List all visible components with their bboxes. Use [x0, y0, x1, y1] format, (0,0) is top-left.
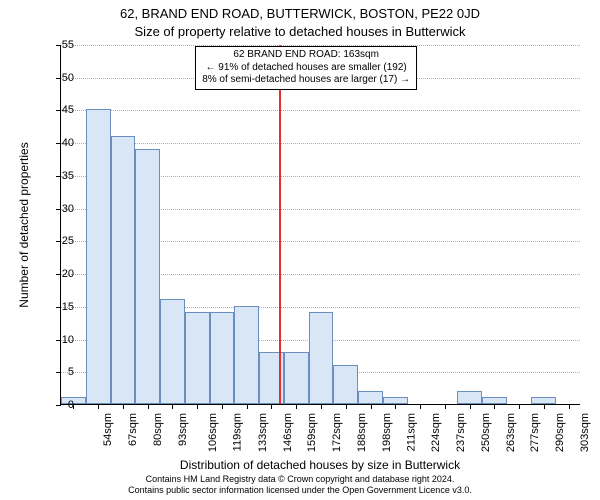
xtick-mark [494, 404, 495, 409]
xtick-mark [371, 404, 372, 409]
histogram-bar [111, 136, 136, 404]
xtick-label: 237sqm [455, 413, 467, 452]
xtick-label: 224sqm [430, 413, 442, 452]
histogram-bar [457, 391, 482, 404]
xtick-mark [222, 404, 223, 409]
ytick-label: 0 [44, 399, 74, 411]
xtick-label: 119sqm [232, 413, 244, 451]
xtick-label: 67sqm [127, 413, 139, 446]
histogram-plot-area [60, 45, 580, 405]
ytick-label: 15 [44, 301, 74, 313]
annotation-box: 62 BRAND END ROAD: 163sqm← 91% of detach… [195, 46, 417, 90]
reference-line [279, 45, 281, 404]
histogram-bar [284, 352, 309, 404]
page-title-line2: Size of property relative to detached ho… [0, 24, 600, 39]
xtick-label: 290sqm [554, 413, 566, 452]
xtick-label: 211sqm [405, 413, 417, 451]
ytick-label: 50 [44, 72, 74, 84]
xtick-mark [98, 404, 99, 409]
footer-attribution: Contains HM Land Registry data © Crown c… [0, 474, 600, 496]
histogram-bar [358, 391, 383, 404]
xtick-mark [445, 404, 446, 409]
ytick-label: 5 [44, 366, 74, 378]
ytick-label: 40 [44, 137, 74, 149]
xtick-mark [123, 404, 124, 409]
grid-line [61, 110, 580, 111]
xtick-mark [519, 404, 520, 409]
histogram-bar [86, 109, 111, 404]
xtick-mark [420, 404, 421, 409]
page-title-line1: 62, BRAND END ROAD, BUTTERWICK, BOSTON, … [0, 6, 600, 21]
xtick-label: 263sqm [505, 413, 517, 452]
xtick-mark [148, 404, 149, 409]
xtick-label: 80sqm [152, 413, 164, 446]
annotation-line: 62 BRAND END ROAD: 163sqm [202, 49, 410, 62]
xtick-mark [247, 404, 248, 409]
footer-line1: Contains HM Land Registry data © Crown c… [0, 474, 600, 485]
ytick-label: 10 [44, 334, 74, 346]
grid-line [61, 143, 580, 144]
y-axis-label: Number of detached properties [17, 142, 31, 307]
ytick-label: 25 [44, 235, 74, 247]
ytick-label: 35 [44, 170, 74, 182]
xtick-mark [544, 404, 545, 409]
histogram-bar [333, 365, 358, 404]
xtick-label: 54sqm [102, 413, 114, 446]
footer-line2: Contains public sector information licen… [0, 485, 600, 496]
xtick-mark [271, 404, 272, 409]
xtick-label: 106sqm [208, 413, 220, 452]
xtick-mark [395, 404, 396, 409]
xtick-mark [569, 404, 570, 409]
histogram-bar [309, 312, 334, 404]
annotation-line: ← 91% of detached houses are smaller (19… [202, 62, 410, 75]
xtick-label: 159sqm [307, 413, 319, 452]
xtick-label: 93sqm [177, 413, 189, 446]
xtick-mark [197, 404, 198, 409]
histogram-bar [135, 149, 160, 404]
histogram-bar [160, 299, 185, 404]
xtick-mark [296, 404, 297, 409]
annotation-line: 8% of semi-detached houses are larger (1… [202, 74, 410, 87]
ytick-label: 30 [44, 203, 74, 215]
ytick-label: 20 [44, 268, 74, 280]
ytick-label: 45 [44, 104, 74, 116]
y-axis-label-container: Number of detached properties [18, 45, 30, 405]
xtick-mark [172, 404, 173, 409]
x-axis-label: Distribution of detached houses by size … [60, 458, 580, 472]
xtick-label: 172sqm [331, 413, 343, 452]
histogram-bar [210, 312, 235, 404]
xtick-label: 277sqm [529, 413, 541, 452]
xtick-label: 133sqm [257, 413, 269, 452]
xtick-mark [470, 404, 471, 409]
xtick-mark [321, 404, 322, 409]
xtick-label: 188sqm [356, 413, 368, 452]
xtick-label: 250sqm [480, 413, 492, 452]
xtick-label: 146sqm [282, 413, 294, 452]
xtick-mark [346, 404, 347, 409]
histogram-bar [185, 312, 210, 404]
xtick-label: 198sqm [381, 413, 393, 452]
histogram-bar [234, 306, 259, 404]
ytick-label: 55 [44, 39, 74, 51]
xtick-label: 303sqm [579, 413, 591, 452]
